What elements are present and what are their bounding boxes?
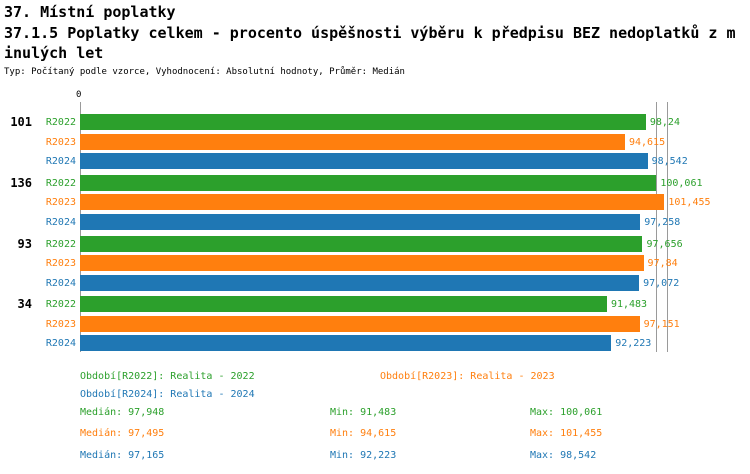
- stat-min-r2024: Min: 92,223: [330, 450, 397, 461]
- bar-value-label: 94,615: [628, 136, 666, 148]
- group-label: 34: [17, 297, 32, 312]
- gridline: [656, 102, 657, 352]
- group-label: 101: [10, 115, 32, 129]
- report-meta: Typ: Počítaný podle vzorce, Vyhodnocení:…: [4, 67, 405, 77]
- stat-median-r2024: Medián: 97,165: [80, 450, 165, 461]
- legend-item-r2022: Období[R2022]: Realita - 2022: [80, 371, 255, 382]
- bar: [80, 194, 665, 211]
- bar: [80, 235, 643, 252]
- series-row-label: R2022: [45, 238, 76, 250]
- bar: [80, 133, 625, 150]
- report-subtitle-line1: 37.1.5 Poplatky celkem - procento úspěšn…: [4, 24, 736, 42]
- series-row-label: R2024: [45, 156, 76, 167]
- x-axis-origin-label: 0: [76, 90, 82, 100]
- series-row-label: R2022: [45, 117, 76, 128]
- stat-median-r2023: Medián: 97,495: [80, 428, 165, 439]
- bar-value-label: 97,258: [644, 216, 681, 228]
- bar-value-label: 101,455: [668, 197, 711, 209]
- bar: [80, 213, 641, 230]
- report-section-title: 37. Místní poplatky: [4, 3, 176, 21]
- stat-max-r2022: Max: 100,061: [530, 407, 603, 418]
- bar-value-label: 98,542: [651, 156, 688, 167]
- bar: [80, 255, 644, 271]
- bar-value-label: 97,072: [643, 277, 680, 289]
- group-label: 93: [17, 236, 32, 251]
- gridline: [666, 102, 668, 352]
- series-row-label: R2023: [45, 318, 76, 330]
- bar-value-label: 92,223: [615, 338, 652, 350]
- bar: [80, 315, 640, 332]
- bar: [80, 274, 640, 291]
- stat-max-r2023: Max: 101,455: [530, 428, 603, 439]
- group-label: 136: [10, 175, 32, 190]
- stat-max-r2024: Max: 98,542: [530, 450, 597, 461]
- series-row-label: R2023: [45, 136, 76, 148]
- legend-item-r2023: Období[R2023]: Realita - 2023: [380, 371, 555, 382]
- bar-value-label: 91,483: [610, 299, 648, 311]
- bar: [80, 153, 648, 169]
- bar-value-label: 97,151: [643, 318, 680, 330]
- bar-value-label: 100,061: [660, 177, 703, 189]
- stat-median-r2022: Medián: 97,948: [80, 407, 165, 418]
- bar: [80, 114, 646, 130]
- series-row-label: R2023: [45, 258, 76, 269]
- bar: [80, 335, 612, 352]
- report-subtitle-line2: inulých let: [4, 44, 104, 62]
- series-row-label: R2022: [45, 299, 76, 311]
- bar: [80, 174, 657, 191]
- bar: [80, 296, 607, 313]
- bar-value-label: 97,656: [646, 238, 683, 250]
- series-row-label: R2022: [45, 177, 76, 189]
- stat-min-r2023: Min: 94,615: [330, 428, 397, 439]
- bar-value-label: 98,24: [649, 117, 680, 128]
- series-row-label: R2024: [45, 338, 76, 350]
- series-row-label: R2023: [45, 197, 76, 209]
- series-row-label: R2024: [45, 277, 76, 289]
- bar-value-label: 97,84: [647, 258, 678, 269]
- series-row-label: R2024: [45, 216, 76, 228]
- legend-item-r2024: Období[R2024]: Realita - 2024: [80, 389, 255, 400]
- stat-min-r2022: Min: 91,483: [330, 407, 397, 418]
